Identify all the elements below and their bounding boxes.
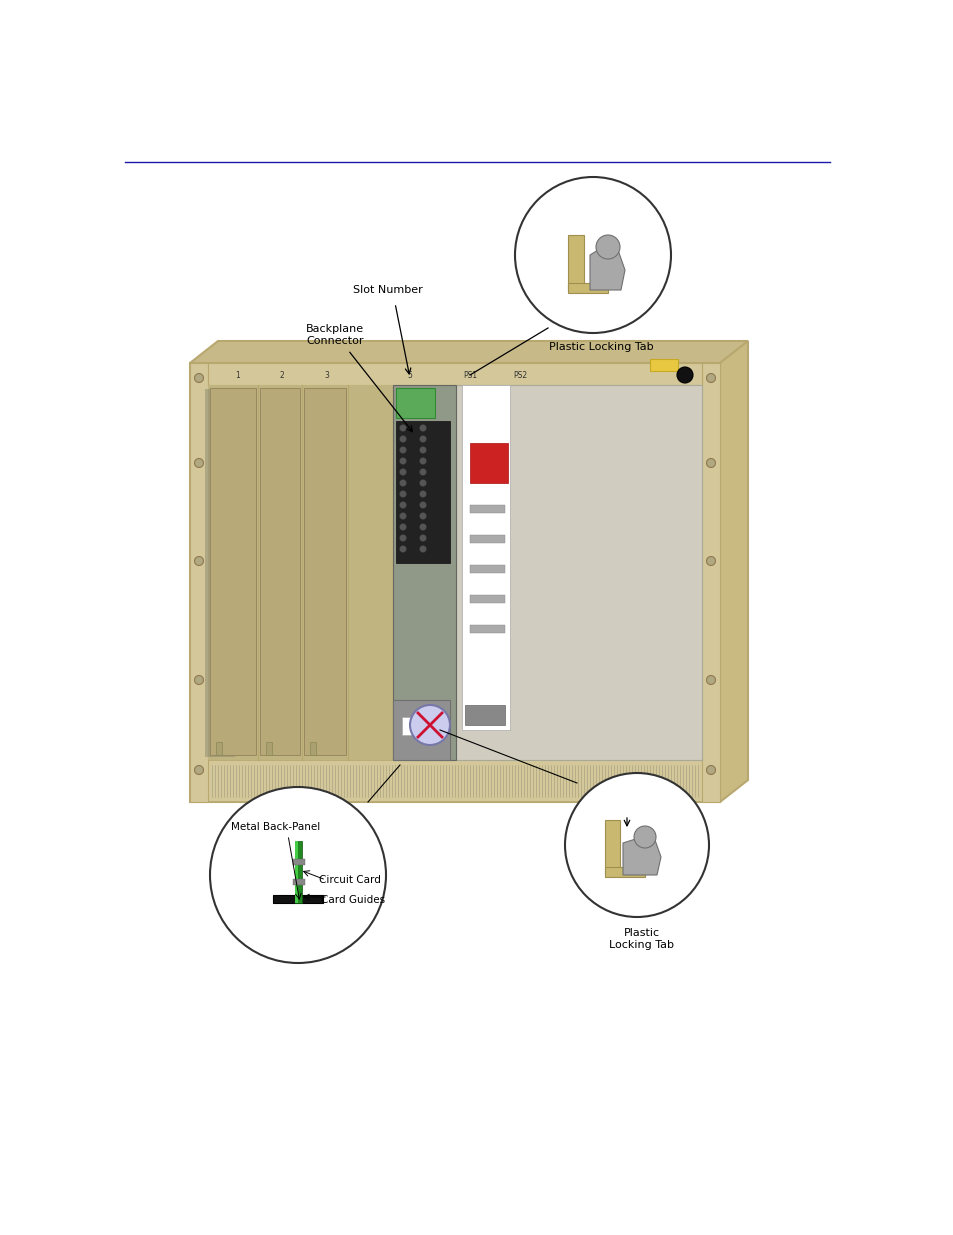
Text: Metal Back-Panel: Metal Back-Panel [232,823,320,832]
Circle shape [419,479,426,487]
Circle shape [419,490,426,498]
Circle shape [706,373,715,383]
Bar [294,841,297,903]
Text: Backplane
Connector: Backplane Connector [306,325,364,346]
Bar [470,625,504,634]
Text: Locking Tab: Locking Tab [609,940,674,950]
Circle shape [194,557,203,566]
Text: Plastic Locking Tab: Plastic Locking Tab [548,342,653,352]
Polygon shape [210,388,255,755]
Circle shape [596,235,619,259]
Text: PS2: PS2 [513,370,526,379]
Bar [604,867,644,877]
Text: 1: 1 [235,370,240,379]
Bar [649,359,678,370]
Bar [470,564,504,573]
Circle shape [515,177,670,333]
Bar [604,820,619,876]
Text: 5: 5 [407,370,412,379]
Circle shape [399,425,406,431]
Polygon shape [266,742,272,755]
Text: Circuit Card: Circuit Card [318,876,380,885]
Circle shape [410,705,450,745]
Circle shape [399,479,406,487]
Polygon shape [190,760,720,802]
Bar [401,718,432,735]
Circle shape [399,436,406,442]
Polygon shape [393,385,455,760]
Polygon shape [190,341,747,363]
Bar [293,879,305,885]
Circle shape [419,546,426,552]
Text: Plastic: Plastic [623,927,659,939]
Bar [464,705,504,725]
Polygon shape [395,388,435,417]
Circle shape [419,501,426,509]
Circle shape [677,367,692,383]
Polygon shape [190,363,208,802]
Circle shape [419,436,426,442]
Bar [567,235,583,290]
Circle shape [399,535,406,541]
Polygon shape [208,363,701,385]
Bar [294,841,302,903]
Polygon shape [393,700,450,760]
Circle shape [194,676,203,684]
Bar [273,895,323,903]
Text: 3: 3 [324,370,329,379]
Text: Card Guides: Card Guides [320,895,385,905]
Polygon shape [215,742,222,755]
Polygon shape [310,742,315,755]
Polygon shape [304,388,346,755]
Circle shape [399,501,406,509]
Circle shape [419,468,426,475]
Circle shape [399,490,406,498]
Circle shape [399,447,406,453]
Bar [470,505,504,513]
Text: 2: 2 [279,370,284,379]
Circle shape [706,676,715,684]
Circle shape [399,524,406,531]
Polygon shape [395,421,450,563]
Polygon shape [190,363,720,802]
Polygon shape [456,385,701,760]
Bar [470,535,504,543]
Circle shape [194,766,203,774]
Circle shape [634,826,656,848]
Text: PS1: PS1 [462,370,476,379]
Polygon shape [470,443,507,483]
Circle shape [399,457,406,464]
Polygon shape [701,363,720,802]
Circle shape [706,557,715,566]
Circle shape [419,425,426,431]
Bar [470,595,504,603]
Circle shape [194,458,203,468]
Circle shape [419,457,426,464]
Polygon shape [461,385,510,730]
Circle shape [419,513,426,520]
Circle shape [399,513,406,520]
Polygon shape [393,385,456,760]
Circle shape [564,773,708,918]
Polygon shape [622,837,660,876]
Polygon shape [208,385,701,760]
Circle shape [419,524,426,531]
Polygon shape [260,388,299,755]
Bar [293,860,305,864]
Circle shape [194,373,203,383]
Polygon shape [589,247,624,290]
Text: Slot Number: Slot Number [353,285,422,295]
Circle shape [706,766,715,774]
Polygon shape [720,341,747,802]
Circle shape [399,468,406,475]
Circle shape [399,546,406,552]
Circle shape [419,535,426,541]
Circle shape [210,787,386,963]
Circle shape [419,447,426,453]
Polygon shape [205,389,234,757]
Circle shape [706,458,715,468]
Bar [567,283,607,293]
